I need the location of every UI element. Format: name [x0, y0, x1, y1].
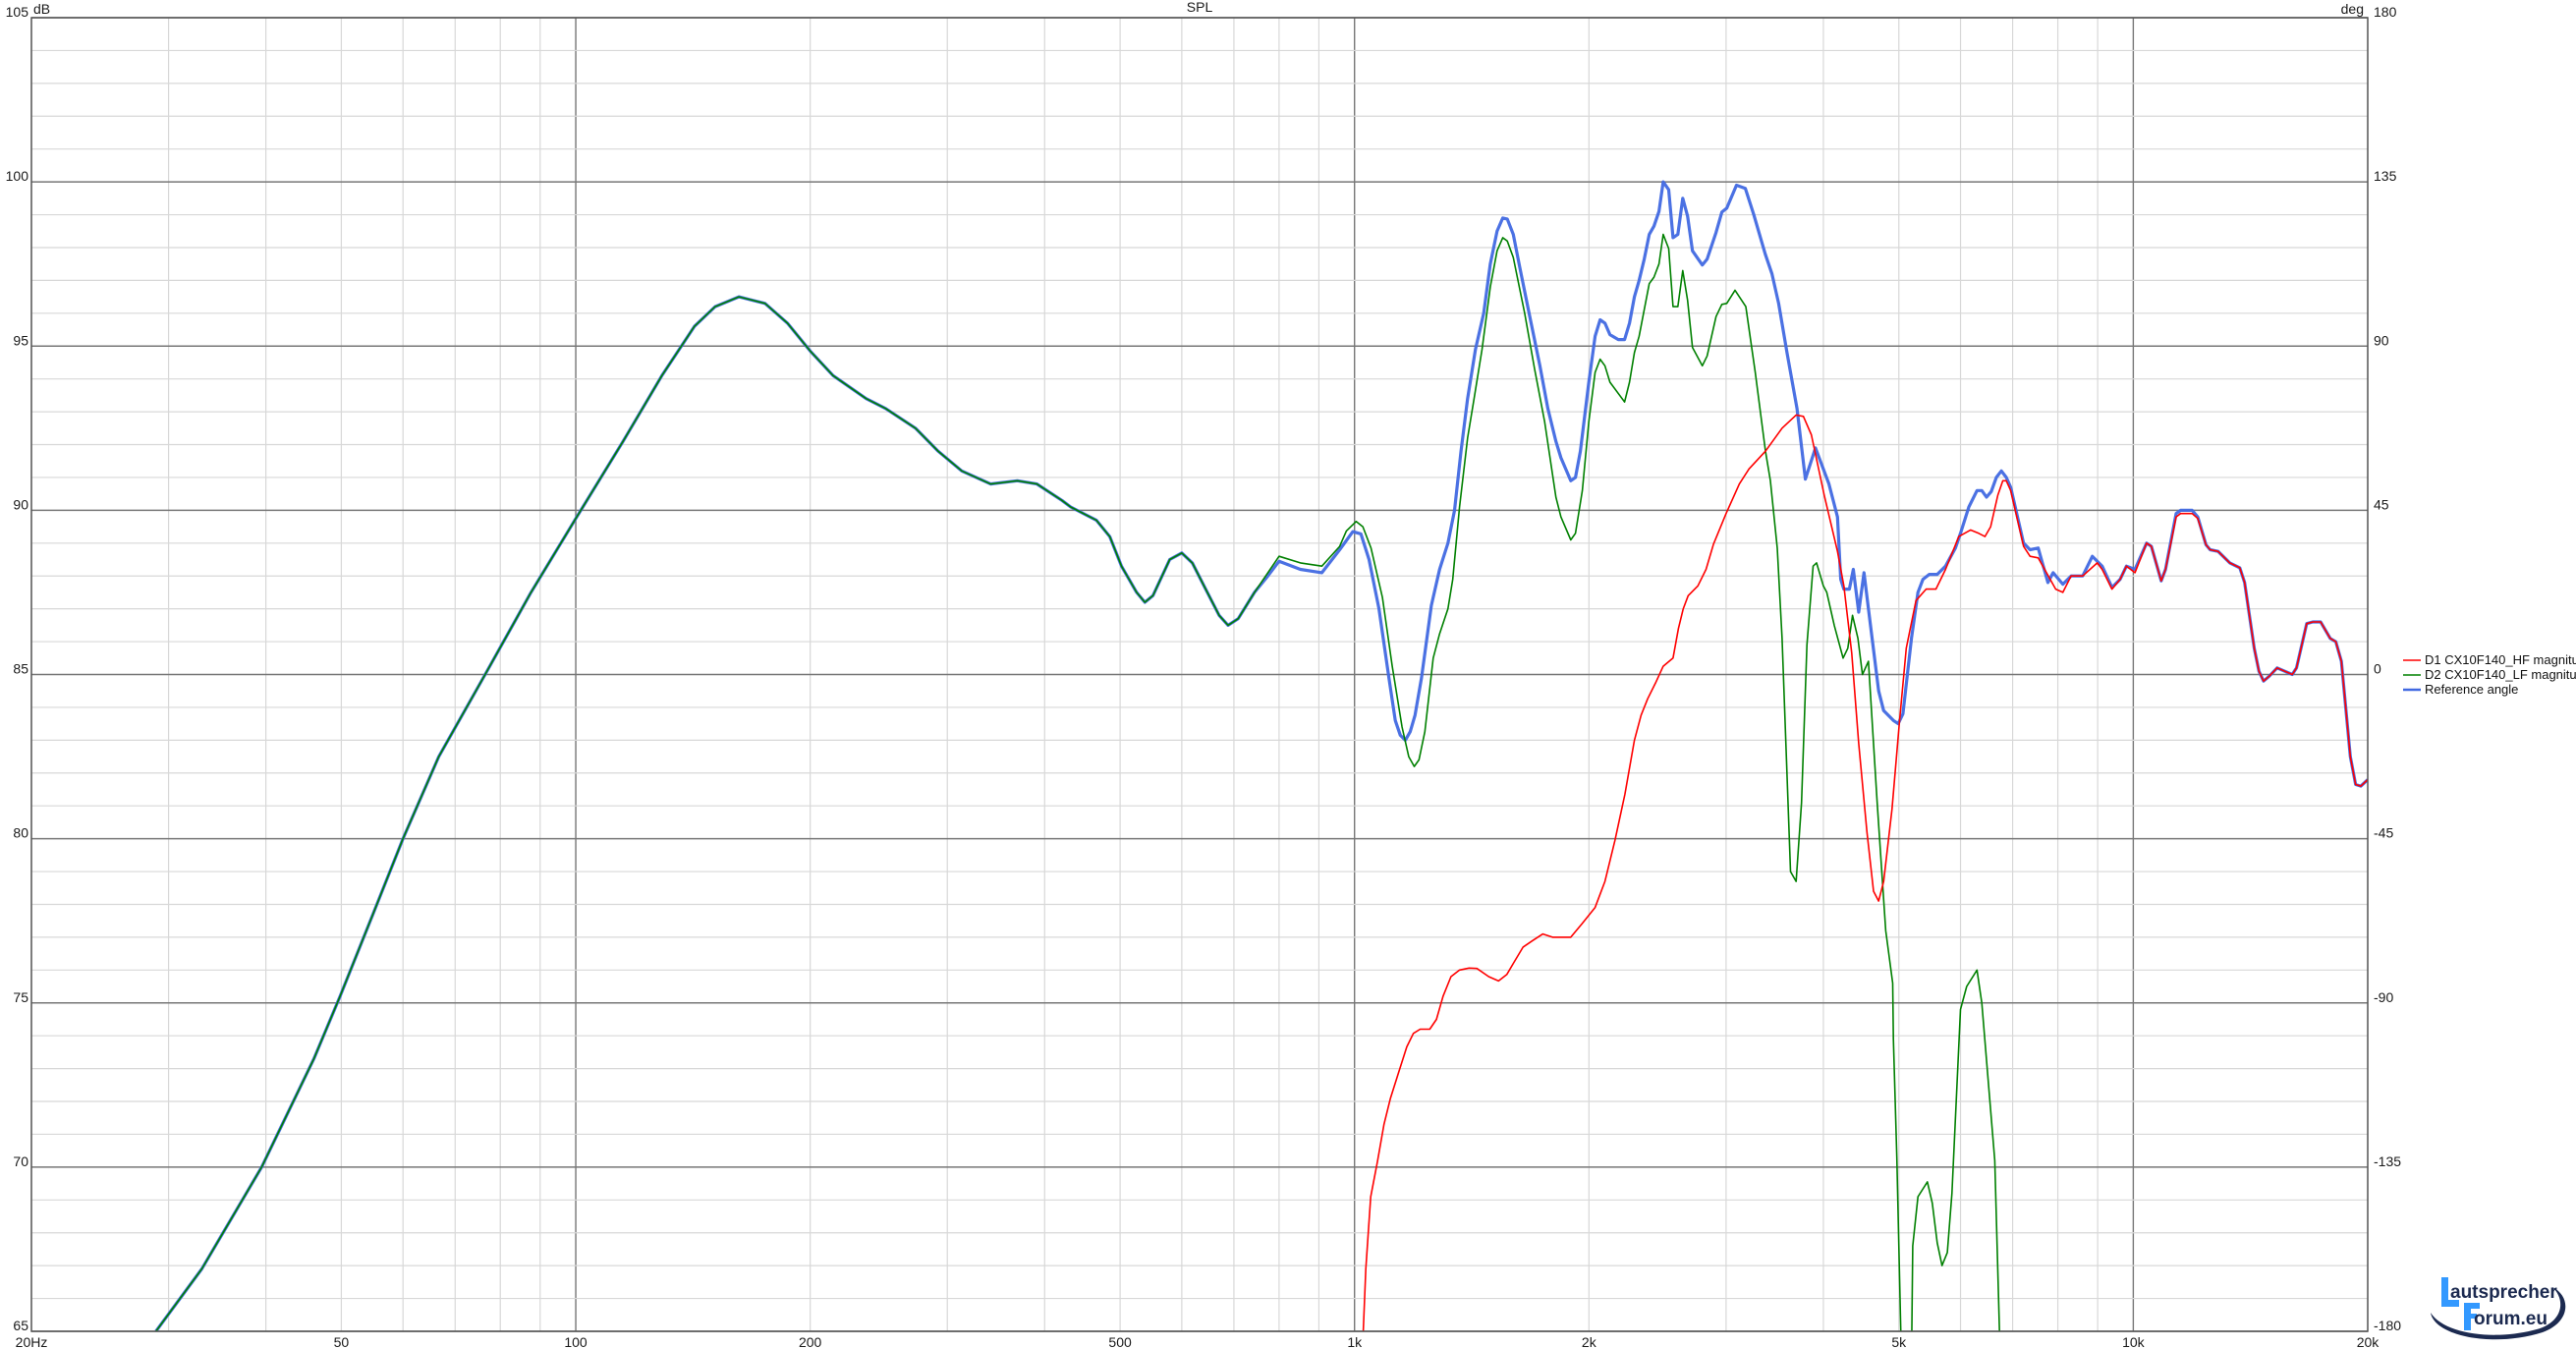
- grid: [30, 17, 2369, 1332]
- x-tick-label: 200: [799, 1334, 822, 1349]
- series-line-reference-angle: [154, 180, 2368, 1331]
- svg-text:autsprecher: autsprecher: [2450, 1282, 2557, 1303]
- y2-tick-label: 135: [2374, 168, 2397, 184]
- y2-tick-label: -45: [2374, 825, 2393, 841]
- x-tick-label: 10k: [2122, 1334, 2146, 1349]
- svg-text:orum.eu: orum.eu: [2474, 1309, 2548, 1329]
- y2-tick-label: 0: [2374, 661, 2381, 677]
- y2-tick-label: -135: [2374, 1153, 2401, 1169]
- series-line-d2-cx10f140-lf-magnitude: [155, 233, 2000, 1331]
- lautsprecher-forum-logo: autsprecher orum.eu: [2431, 1277, 2566, 1340]
- plot-frame: [30, 17, 2369, 1332]
- y-axis-unit: dB: [33, 1, 50, 17]
- legend-label: Reference angle: [2425, 682, 2518, 697]
- x-tick-label: 20k: [2357, 1334, 2380, 1349]
- y2-axis-unit: deg: [2341, 1, 2364, 17]
- series-line-d1-cx10f140-hf-magnitude: [1362, 414, 2368, 1331]
- y-tick-label: 90: [13, 496, 28, 512]
- legend-label: D1 CX10F140_HF magnitude: [2425, 652, 2576, 667]
- curves: [154, 180, 2368, 1331]
- legend-label: D2 CX10F140_LF magnitude: [2425, 667, 2576, 682]
- x-tick-label: 100: [564, 1334, 588, 1349]
- legend: D1 CX10F140_HF magnitude D2 CX10F140_LF …: [2403, 652, 2576, 697]
- y2-tick-label: 90: [2374, 332, 2389, 348]
- x-tick-label: 50: [334, 1334, 350, 1349]
- y-tick-label: 75: [13, 989, 28, 1005]
- legend-item: Reference angle: [2403, 682, 2518, 697]
- y-tick-label: 70: [13, 1153, 28, 1169]
- y-tick-label: 100: [6, 168, 29, 184]
- y2-tick-label: 45: [2374, 496, 2389, 512]
- y-tick-label: 85: [13, 661, 28, 677]
- legend-item: D1 CX10F140_HF magnitude: [2403, 652, 2576, 667]
- y2-tick-label: -180: [2374, 1318, 2401, 1333]
- y2-tick-label: -90: [2374, 989, 2393, 1005]
- x-tick-label: 20Hz: [16, 1334, 48, 1349]
- y2-tick-label: 180: [2374, 4, 2397, 20]
- y-tick-label: 105: [6, 4, 29, 20]
- x-tick-label: 2k: [1582, 1334, 1597, 1349]
- x-tick-label: 1k: [1347, 1334, 1363, 1349]
- x-tick-label: 500: [1108, 1334, 1132, 1349]
- x-tick-label: 5k: [1891, 1334, 1907, 1349]
- y-tick-label: 65: [13, 1318, 28, 1333]
- y-tick-label: 95: [13, 332, 28, 348]
- y-tick-label: 80: [13, 825, 28, 841]
- chart-title: SPL: [1187, 0, 1213, 15]
- legend-item: D2 CX10F140_LF magnitude: [2403, 667, 2576, 682]
- tick-labels: 20Hz 50 100 200 500 1k 2k 5k 10k 20k 105 100 95 90 85 8…: [6, 4, 2402, 1349]
